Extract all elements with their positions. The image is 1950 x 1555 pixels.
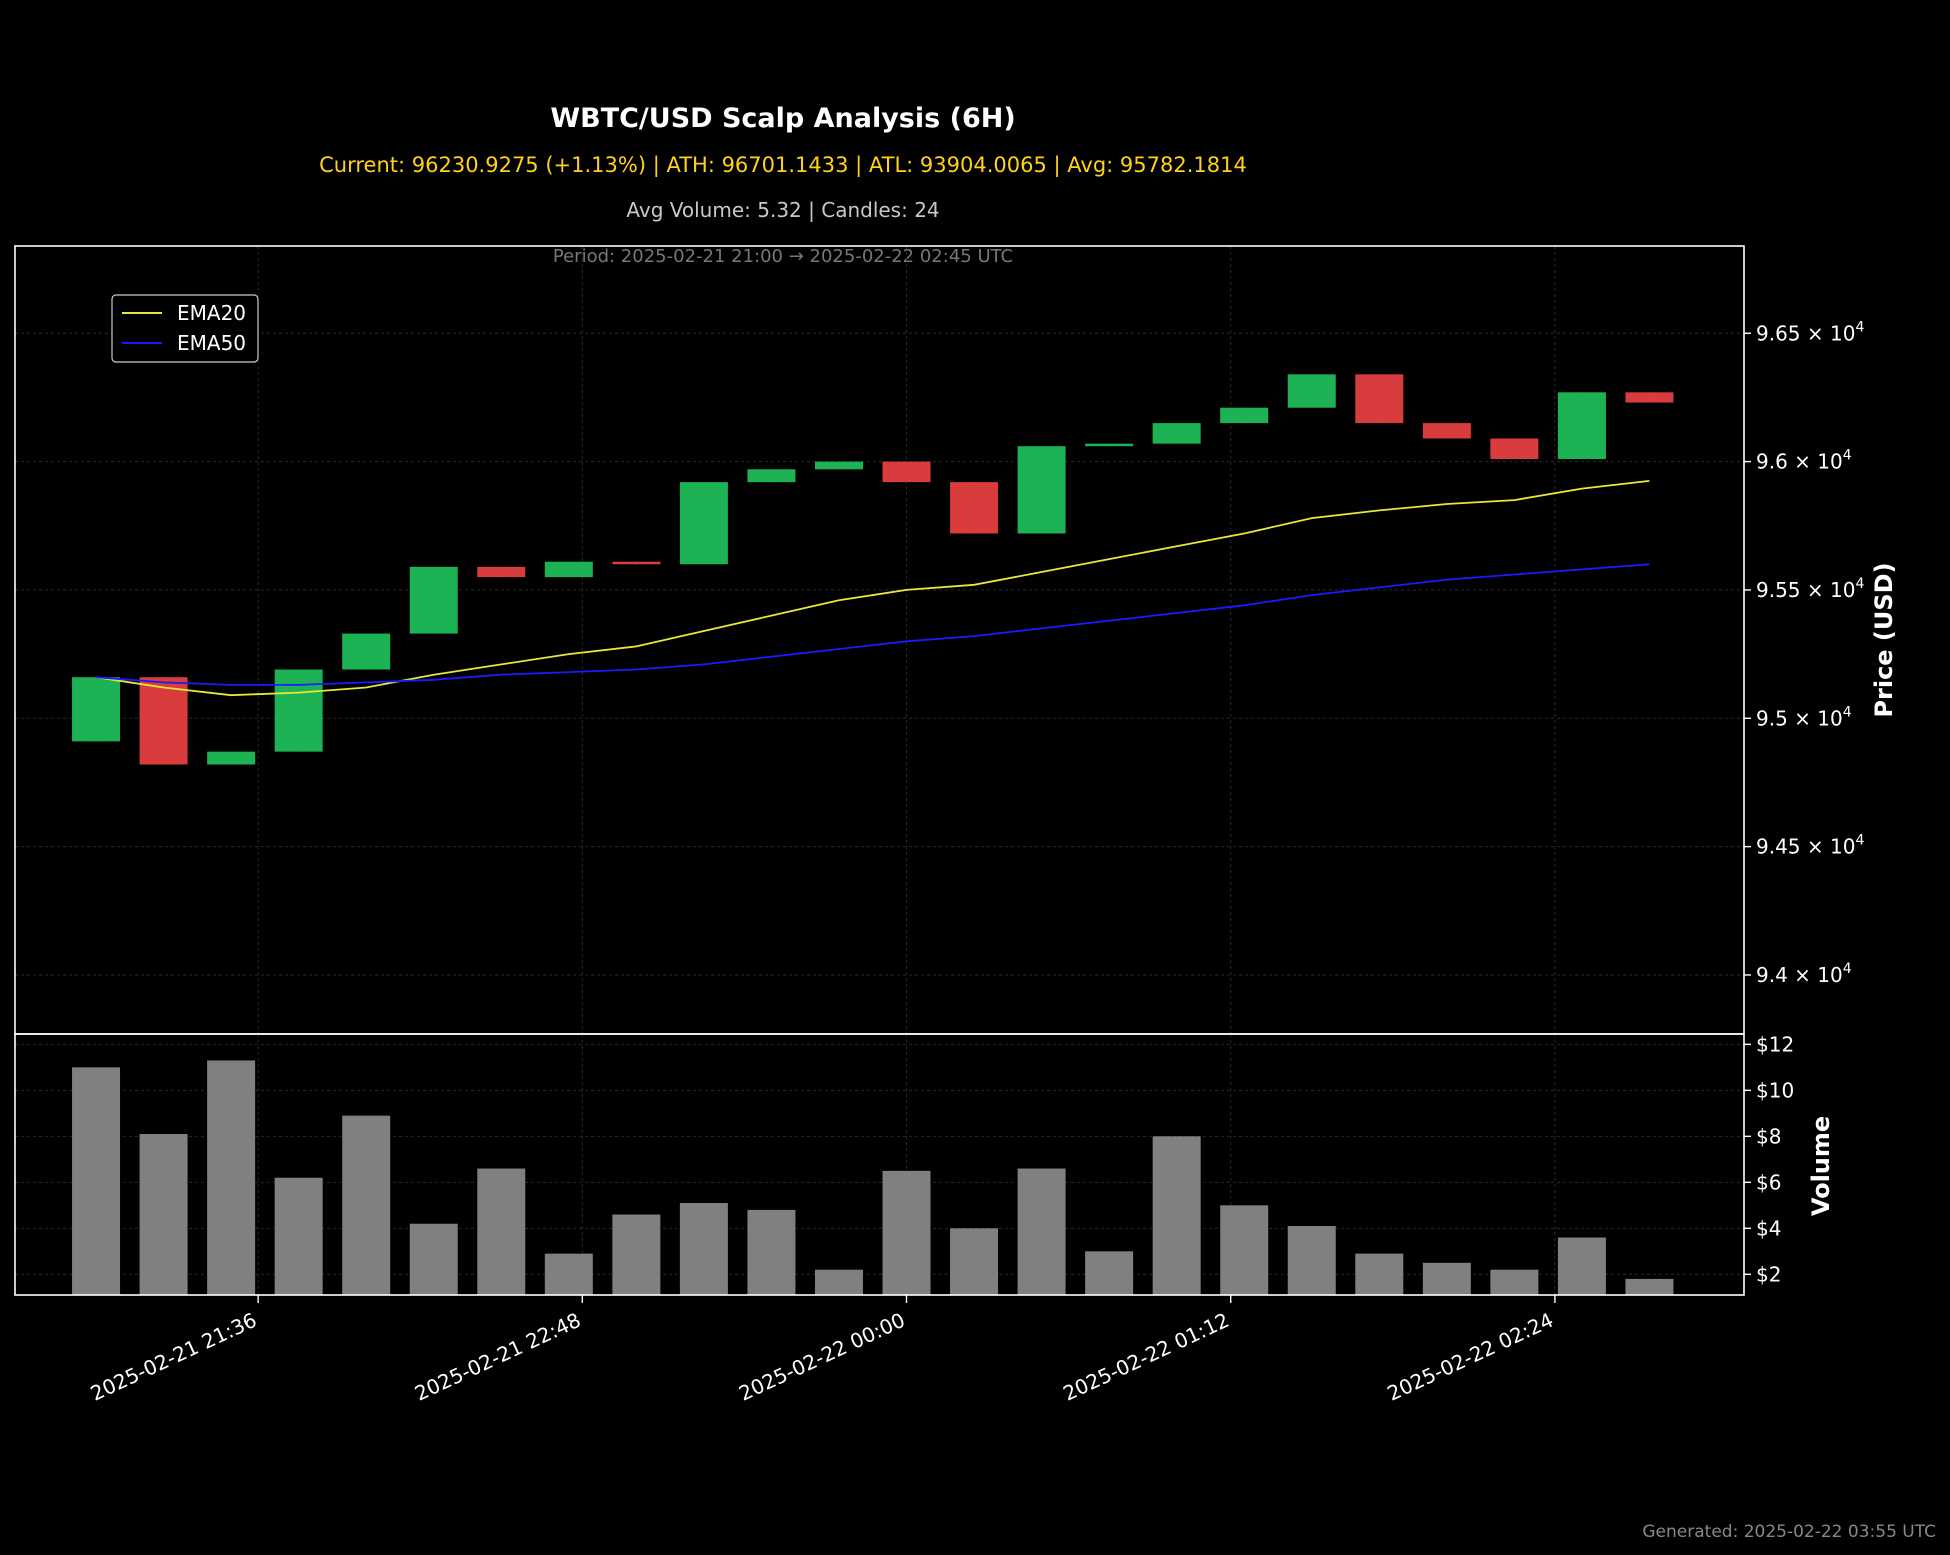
candle-down — [1422, 423, 1471, 439]
volume-tick-label: $6 — [1756, 1170, 1781, 1194]
volume-bar — [1152, 1136, 1201, 1295]
candle-up — [409, 566, 458, 634]
volume-bar — [72, 1067, 121, 1295]
volume-bar — [1422, 1262, 1471, 1295]
volume-bar — [1287, 1226, 1336, 1295]
volume-bar — [477, 1168, 526, 1295]
candle-up — [207, 751, 256, 765]
price-panel: 9.4 × 104 9.45 × 104 9.5 × 104 9.55 × 104 9.… — [14, 245, 1898, 1035]
volume-bar — [1085, 1251, 1134, 1295]
price-tick-label: 9.5 × 104 — [1756, 704, 1852, 730]
candle-up — [1557, 392, 1606, 460]
volume-bar — [612, 1214, 661, 1295]
candles — [72, 374, 1674, 765]
price-tick-label: 9.45 × 104 — [1756, 833, 1864, 859]
volume-bars — [72, 1060, 1674, 1295]
volume-bar — [1625, 1278, 1674, 1295]
volume-tick-label: $8 — [1756, 1124, 1781, 1148]
ema50-line — [95, 563, 1650, 686]
candle-up — [1152, 423, 1201, 444]
candle-up — [747, 469, 796, 483]
volume-bar — [747, 1209, 796, 1295]
candle-down — [477, 566, 526, 578]
legend-label-ema20: EMA20 — [177, 301, 246, 325]
chart-period: Period: 2025-02-21 21:00 → 2025-02-22 02… — [553, 246, 1013, 267]
volume-tick-label: $10 — [1756, 1078, 1794, 1102]
price-tick-label: 9.65 × 104 — [1756, 319, 1864, 345]
ema20-line — [95, 480, 1650, 697]
volume-bar — [1557, 1237, 1606, 1295]
volume-bar — [274, 1177, 323, 1295]
volume-panel: $2 $4 $6 $8 $10 $12 Volume — [14, 1032, 1835, 1296]
volume-bar — [207, 1060, 256, 1295]
candle-down — [139, 677, 188, 765]
candle-up — [814, 461, 863, 470]
candle-down — [882, 461, 931, 483]
candle-up — [1017, 446, 1066, 534]
footer-generated: Generated: 2025-02-22 03:55 UTC — [1642, 1522, 1936, 1542]
volume-bar — [409, 1223, 458, 1295]
volume-bar — [679, 1203, 728, 1295]
legend-label-ema50: EMA50 — [177, 331, 246, 355]
chart-title: WBTC/USD Scalp Analysis (6H) — [550, 103, 1015, 134]
candle-down — [1490, 438, 1539, 460]
candle-up — [274, 669, 323, 752]
chart-subtitle: Current: 96230.9275 (+1.13%) | ATH: 9670… — [319, 153, 1247, 178]
volume-tick-label: $2 — [1756, 1262, 1781, 1286]
price-tick-label: 9.6 × 104 — [1756, 448, 1852, 474]
volume-bar — [950, 1228, 999, 1295]
volume-tick-label: $4 — [1756, 1216, 1781, 1240]
price-tick-label: 9.4 × 104 — [1756, 961, 1852, 987]
volume-bar — [1017, 1168, 1066, 1295]
candle-down — [1355, 374, 1404, 424]
candle-up — [342, 633, 391, 670]
volume-axis-ticks: $2 $4 $6 $8 $10 $12 — [1744, 1032, 1794, 1286]
price-axis-label: Price (USD) — [1870, 562, 1898, 717]
candle-down — [612, 561, 661, 565]
volume-bar — [1490, 1269, 1539, 1295]
candle-down — [950, 482, 999, 534]
volume-bar — [814, 1269, 863, 1295]
candle-up — [1287, 374, 1336, 408]
volume-bar — [544, 1253, 593, 1295]
legend: EMA20 EMA50 — [111, 294, 259, 363]
candle-up — [1085, 443, 1134, 447]
chart-info: Avg Volume: 5.32 | Candles: 24 — [626, 198, 939, 222]
volume-tick-label: $12 — [1756, 1032, 1794, 1056]
candle-up — [679, 482, 728, 565]
volume-bar — [139, 1134, 188, 1295]
volume-axis-label: Volume — [1807, 1116, 1835, 1216]
candle-up — [72, 677, 121, 742]
volume-bar — [1220, 1205, 1269, 1295]
price-axis-ticks: 9.4 × 104 9.45 × 104 9.5 × 104 9.55 × 104 9.… — [1744, 319, 1864, 987]
candle-up — [1220, 407, 1269, 424]
volume-panel-frame — [14, 1033, 1745, 1296]
legend-frame — [111, 294, 259, 363]
volume-bar — [882, 1170, 931, 1295]
price-tick-label: 9.55 × 104 — [1756, 576, 1864, 602]
volume-bar — [342, 1115, 391, 1295]
volume-bar — [1355, 1253, 1404, 1295]
candle-up — [544, 561, 593, 578]
candle-down — [1625, 392, 1674, 403]
price-vertical-grid — [257, 246, 1556, 1034]
